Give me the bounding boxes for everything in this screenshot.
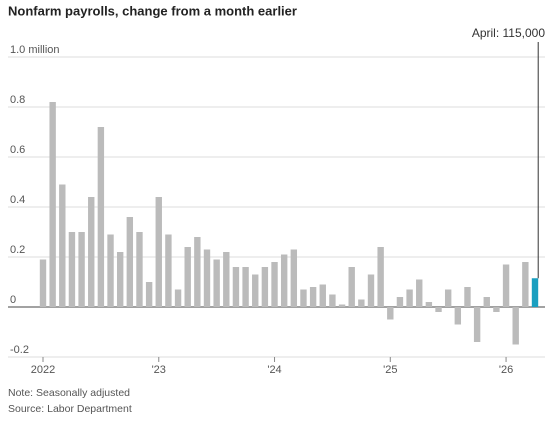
bar — [319, 284, 326, 307]
bar — [531, 278, 539, 307]
bar — [493, 307, 500, 312]
y-tick-label: 0.4 — [10, 194, 25, 206]
y-tick-label: 0.2 — [10, 244, 25, 256]
bar — [444, 289, 452, 307]
bar — [309, 287, 317, 307]
bar — [522, 262, 529, 307]
bar — [136, 232, 143, 307]
bar — [435, 307, 442, 312]
bar — [271, 262, 278, 307]
bar — [348, 267, 355, 307]
bar — [88, 197, 95, 307]
bar — [483, 297, 490, 307]
source: Source: Labor Department — [8, 403, 132, 415]
bar — [261, 267, 269, 307]
bar — [165, 234, 172, 307]
y-tick-label: 0.8 — [10, 94, 25, 106]
bar — [155, 197, 162, 307]
bar — [242, 267, 249, 307]
x-tick-label: '23 — [152, 364, 166, 376]
bar — [502, 264, 510, 307]
bar — [280, 254, 288, 307]
bar — [252, 274, 259, 307]
bar — [290, 249, 298, 307]
bar — [454, 307, 462, 325]
x-tick-label: '24 — [267, 364, 281, 376]
annotation: April: 115,000 — [472, 26, 545, 40]
bar — [329, 294, 336, 307]
bar — [300, 289, 307, 307]
bar — [194, 237, 201, 307]
bar — [39, 259, 47, 307]
bar — [97, 127, 105, 307]
bar — [473, 307, 481, 342]
bar — [416, 279, 423, 307]
bar — [464, 287, 471, 307]
bar — [116, 252, 124, 307]
bar — [184, 247, 191, 307]
chart-title: Nonfarm payrolls, change from a month ea… — [8, 3, 297, 18]
y-tick-label: -0.2 — [10, 344, 29, 356]
bar — [126, 217, 134, 307]
bar — [358, 299, 365, 307]
bar — [145, 282, 153, 307]
x-tick-label: '26 — [499, 364, 513, 376]
bar — [367, 274, 375, 307]
bar — [338, 304, 346, 307]
bar — [396, 297, 404, 307]
bar — [78, 232, 85, 307]
bar — [425, 302, 433, 307]
x-tick-label: '25 — [383, 364, 397, 376]
bar — [512, 307, 519, 345]
bar — [107, 234, 114, 307]
bar — [232, 267, 240, 307]
bar — [59, 184, 66, 307]
bar — [387, 307, 394, 320]
bar — [68, 232, 76, 307]
bar — [203, 249, 211, 307]
bar — [213, 259, 220, 307]
bar — [49, 102, 56, 307]
bar — [174, 289, 182, 307]
note: Note: Seasonally adjusted — [8, 387, 130, 399]
bar — [377, 247, 384, 307]
x-tick-label: 2022 — [31, 364, 55, 376]
y-tick-label: 0 — [10, 294, 16, 306]
bar — [406, 289, 413, 307]
bar — [223, 252, 230, 307]
y-tick-label: 1.0 million — [10, 44, 60, 56]
y-tick-label: 0.6 — [10, 144, 25, 156]
